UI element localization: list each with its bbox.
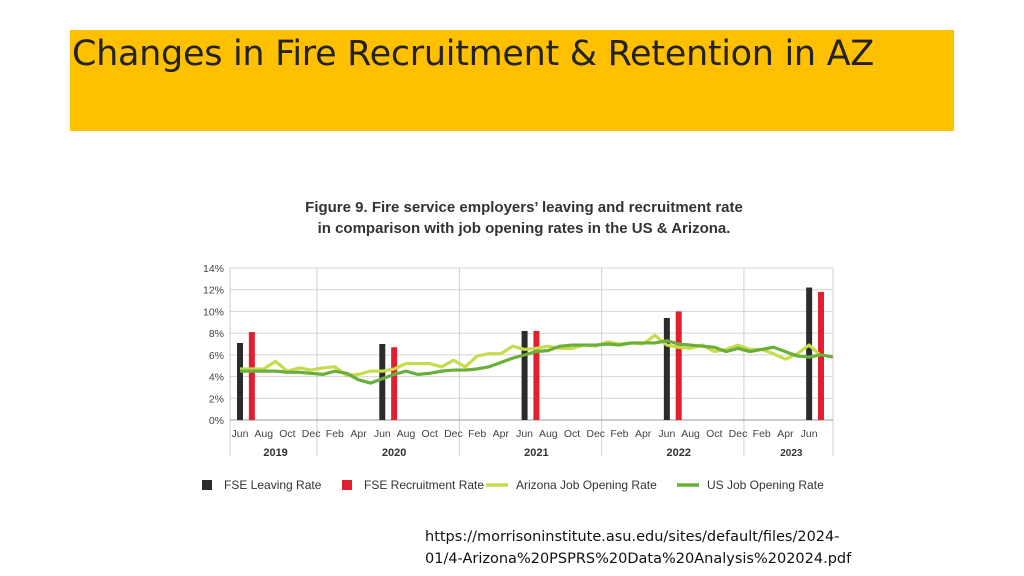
x-tick-label: Apr: [493, 428, 510, 440]
x-tick-label: Oct: [422, 428, 438, 440]
x-tick-label: Oct: [706, 428, 722, 440]
title-banner: Changes in Fire Recruitment & Retention …: [70, 30, 954, 131]
x-tick-label: Feb: [468, 428, 486, 440]
leaving-rate-bar: [521, 330, 528, 420]
rates-chart: 0% 2% 4% 6% 8% 10% 12% 14% Jun Aug Oct Dec Feb Apr Jun…: [202, 263, 834, 492]
x-tick-label: Aug: [254, 428, 273, 440]
y-tick-label: 8%: [209, 328, 224, 340]
recruitment-rate-bar: [248, 332, 255, 420]
x-tick-label: Jun: [516, 428, 533, 440]
y-tick-label: 2%: [209, 393, 224, 405]
source-url-line-1: https://morrisoninstitute.asu.edu/sites/…: [425, 529, 840, 545]
x-tick-label: Jun: [658, 428, 675, 440]
legend-swatch: [202, 480, 212, 490]
year-label: 2019: [263, 447, 287, 459]
legend-swatch: [342, 480, 352, 490]
slide-title: Changes in Fire Recruitment & Retention …: [72, 34, 874, 74]
leaving-rate-bar: [379, 344, 386, 420]
y-tick-label: 12%: [203, 285, 224, 297]
us-job-opening-line: [240, 339, 834, 385]
leaving-rate-bar: [237, 342, 243, 420]
y-tick-label: 14%: [203, 263, 224, 275]
x-tick-label: Jun: [374, 428, 391, 440]
x-tick-label: Apr: [635, 428, 652, 440]
leaving-rate-bar: [663, 317, 670, 420]
x-tick-label: Jun: [232, 428, 249, 440]
legend-label: US Job Opening Rate: [707, 478, 824, 492]
x-tick-label: Dec: [729, 428, 748, 440]
leaving-rate-bar: [806, 287, 813, 420]
x-tick-label: Dec: [444, 428, 463, 440]
figure-title: Figure 9. Fire service employers’ leavin…: [234, 197, 814, 239]
x-tick-label: Apr: [350, 428, 367, 440]
legend-label: Arizona Job Opening Rate: [516, 478, 657, 492]
year-label: 2022: [666, 447, 690, 459]
y-tick-label: 0%: [209, 415, 224, 427]
y-tick-label: 6%: [209, 350, 224, 362]
y-tick-label: 4%: [209, 372, 224, 384]
source-url-line-2: 01/4-Arizona%20PSPRS%20Data%20Analysis%2…: [425, 551, 852, 567]
x-tick-label: Dec: [302, 428, 321, 440]
x-tick-label: Oct: [279, 428, 295, 440]
x-tick-label: Feb: [610, 428, 628, 440]
recruitment-rate-bar: [391, 347, 398, 420]
source-citation: https://morrisoninstitute.asu.edu/sites/…: [425, 526, 851, 570]
recruitment-rate-bar: [533, 330, 540, 420]
chart-title: Figure 9. Fire service employers’ leavin…: [305, 199, 743, 216]
x-tick-label: Jun: [801, 428, 818, 440]
recruitment-rate-bar: [675, 311, 682, 420]
x-tick-label: Aug: [539, 428, 558, 440]
year-label: 2020: [382, 447, 406, 459]
x-tick-label: Aug: [397, 428, 416, 440]
x-tick-label: Oct: [564, 428, 580, 440]
x-tick-label: Feb: [326, 428, 344, 440]
year-label: 2021: [524, 447, 548, 459]
year-label: 2023: [780, 448, 803, 459]
az-job-opening-line: [240, 333, 823, 378]
x-tick-label: Feb: [753, 428, 771, 440]
legend-label: FSE Recruitment Rate: [364, 478, 484, 492]
x-tick-label: Dec: [586, 428, 605, 440]
y-tick-label: 10%: [203, 306, 224, 318]
x-tick-label: Apr: [777, 428, 794, 440]
x-tick-label: Aug: [681, 428, 700, 440]
legend-label: FSE Leaving Rate: [224, 478, 322, 492]
chart-subtitle: in comparison with job opening rates in …: [317, 220, 731, 237]
